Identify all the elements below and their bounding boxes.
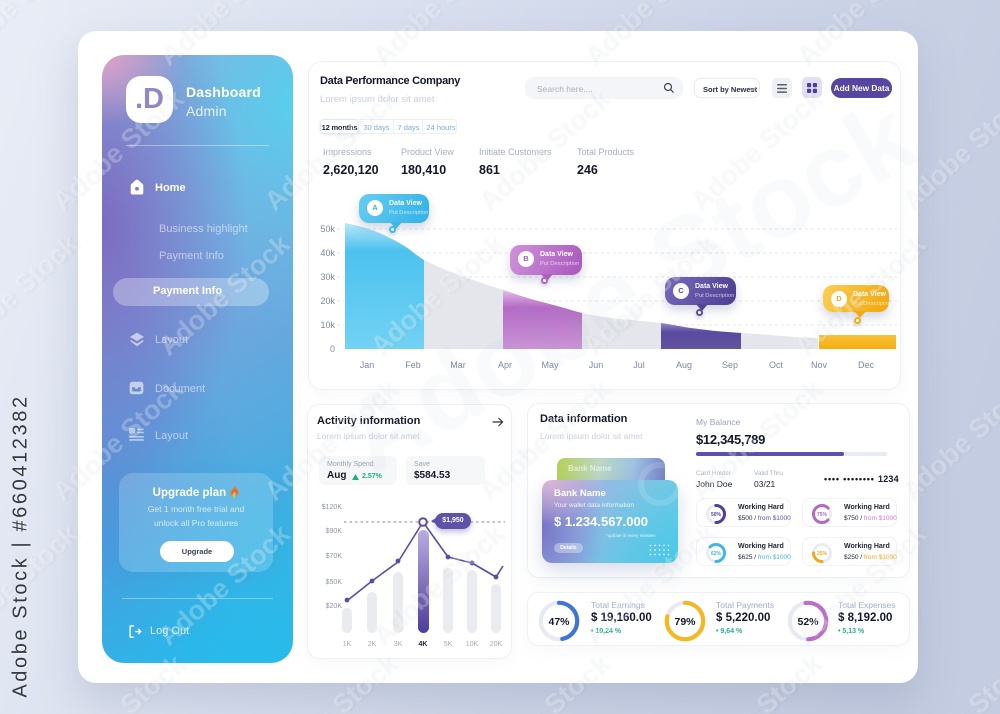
svg-text:5K: 5K [444, 641, 453, 648]
svg-text:Jun: Jun [589, 360, 604, 370]
svg-text:75%: 75% [817, 512, 828, 518]
svg-text:40k: 40k [320, 248, 335, 258]
svg-text:Apr: Apr [498, 360, 512, 370]
svg-text:Mar: Mar [450, 360, 466, 370]
svg-text:$90K: $90K [326, 528, 343, 535]
svg-text:$70K: $70K [326, 553, 343, 560]
svg-text:10k: 10k [320, 320, 335, 330]
svg-text:47%: 47% [548, 616, 570, 628]
svg-text:50k: 50k [320, 224, 335, 234]
svg-text:3K: 3K [394, 641, 403, 648]
svg-text:10K: 10K [466, 641, 479, 648]
svg-text:Sep: Sep [722, 360, 738, 370]
svg-text:1K: 1K [343, 641, 352, 648]
svg-text:$120K: $120K [322, 504, 343, 511]
svg-text:79%: 79% [674, 616, 696, 628]
svg-text:62%: 62% [711, 551, 722, 557]
svg-text:$20K: $20K [326, 603, 343, 610]
svg-text:Nov: Nov [811, 360, 828, 370]
svg-text:20K: 20K [490, 641, 503, 648]
svg-text:May: May [541, 360, 559, 370]
svg-text:4K: 4K [419, 641, 428, 648]
svg-text:20k: 20k [320, 296, 335, 306]
svg-text:25%: 25% [817, 551, 828, 557]
svg-text:52%: 52% [797, 616, 819, 628]
svg-text:2K: 2K [368, 641, 377, 648]
svg-text:Dec: Dec [858, 360, 875, 370]
svg-text:30k: 30k [320, 272, 335, 282]
svg-text:$50K: $50K [326, 579, 343, 586]
svg-text:50%: 50% [711, 512, 722, 518]
svg-text:0: 0 [330, 344, 335, 354]
svg-text:Jul: Jul [633, 360, 645, 370]
svg-text:Oct: Oct [769, 360, 784, 370]
svg-text:Aug: Aug [676, 360, 692, 370]
svg-text:Feb: Feb [405, 360, 421, 370]
svg-text:Jan: Jan [360, 360, 375, 370]
